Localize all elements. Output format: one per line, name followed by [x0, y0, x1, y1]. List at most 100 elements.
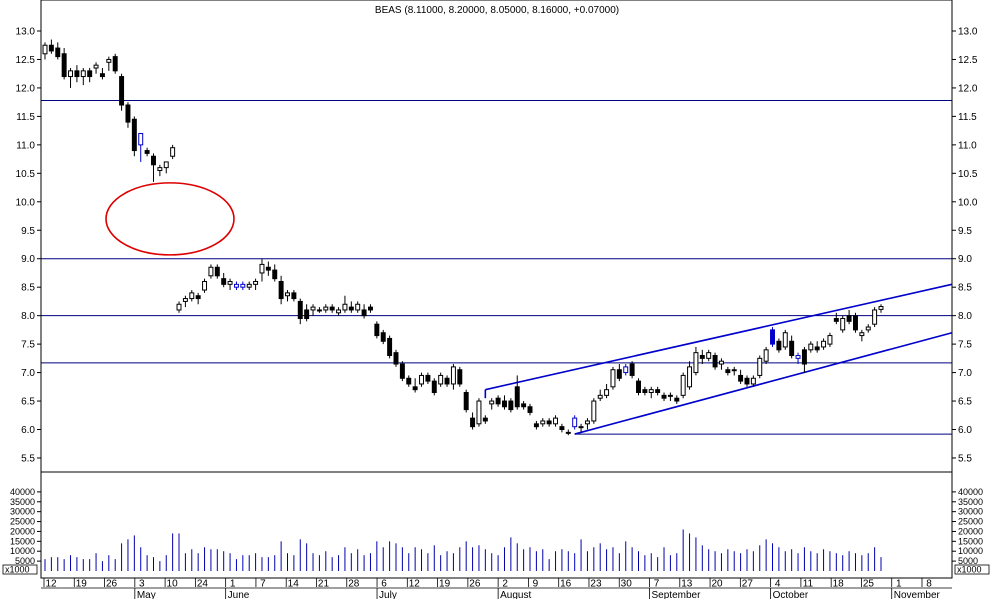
candle-body: [227, 280, 233, 285]
candle-body: [125, 104, 131, 123]
candle-body: [316, 309, 322, 312]
candle-body: [176, 303, 182, 311]
volume-tick-label-right: 10000: [958, 546, 983, 556]
candle-body: [131, 118, 137, 152]
candle-body: [712, 355, 718, 368]
volume-tick-label-left: 20000: [10, 526, 35, 536]
candle-body: [380, 332, 386, 342]
channel-lower-line: [574, 331, 953, 435]
candle-body: [514, 386, 520, 408]
price-tick-label-left: 12.0: [16, 83, 36, 94]
candle-body: [406, 377, 412, 385]
price-tick-label-left: 6.0: [21, 425, 35, 436]
price-tick-label-right: 9.5: [958, 226, 972, 237]
month-label: August: [500, 590, 531, 599]
candle-body: [750, 377, 756, 385]
date-tick-label: 7: [260, 579, 266, 590]
candle-body: [99, 73, 105, 78]
candle-body: [470, 417, 476, 428]
price-tick-label-right: 7.5: [958, 340, 972, 351]
volume-tick-label-right: 25000: [958, 517, 983, 527]
candle-body: [565, 431, 571, 434]
candle-body: [431, 380, 437, 394]
volume-tick-label-left: 5000: [15, 556, 35, 566]
date-tick-label: 26: [106, 579, 118, 590]
candle-body: [667, 394, 673, 397]
candle-body: [151, 155, 156, 166]
date-tick-label: 8: [926, 579, 932, 590]
candle-body: [476, 400, 482, 425]
candle-body: [87, 70, 93, 78]
candle-body: [852, 315, 858, 331]
chart-frame: [40, 0, 953, 579]
price-tick-label-right: 7.0: [958, 368, 972, 379]
candle-body: [157, 167, 163, 171]
date-tick-label: 13: [681, 579, 693, 590]
price-tick-label-right: 9.0: [958, 254, 972, 265]
candle-body: [265, 266, 271, 271]
candle-body: [310, 306, 316, 311]
candle-body: [808, 343, 814, 351]
candle-body: [770, 329, 775, 345]
date-tick-label: 12: [409, 579, 421, 590]
candle-body: [604, 389, 610, 396]
candle-body: [144, 150, 150, 154]
candle-body: [348, 306, 354, 311]
candle-body: [119, 76, 125, 106]
candle-body: [182, 298, 188, 302]
date-tick-label: 16: [560, 579, 572, 590]
candle-body: [425, 374, 431, 382]
date-tick-label: 18: [833, 579, 845, 590]
volume-multiplier-label: x1000: [5, 565, 30, 575]
candle-body: [559, 426, 565, 431]
volume-multiplier-box: [2, 564, 38, 575]
volume-tick-label-right: 20000: [958, 526, 983, 536]
volume-tick-label-left: 25000: [10, 517, 35, 527]
candle-body: [489, 400, 495, 405]
candle-body: [508, 400, 514, 411]
candle-body: [367, 306, 373, 311]
price-tick-label-right: 10.0: [958, 197, 978, 208]
candle-body: [878, 306, 884, 310]
candle-body: [495, 397, 501, 405]
candle-body: [253, 280, 259, 285]
candle-body: [189, 292, 195, 300]
candle-body: [304, 309, 310, 319]
candle-body: [629, 363, 635, 376]
candle-body: [336, 309, 342, 314]
price-tick-label-left: 13.0: [16, 27, 36, 38]
candle-body: [291, 292, 297, 300]
volume-multiplier-box: [954, 564, 990, 575]
candle-body: [731, 369, 737, 372]
candle-body: [674, 397, 680, 402]
candle-body: [578, 426, 584, 429]
price-tick-label-left: 11.0: [16, 140, 35, 151]
candle-body: [655, 389, 661, 394]
candle-body: [763, 349, 769, 362]
date-tick-label: 23: [590, 579, 602, 590]
candle-body: [355, 303, 361, 311]
price-tick-label-right: 12.5: [958, 55, 978, 66]
candle-body: [521, 403, 527, 408]
month-label: September: [652, 590, 702, 599]
candle-body: [463, 392, 469, 411]
candle-body: [553, 417, 559, 425]
candle-body: [112, 56, 118, 72]
date-tick-label: 2: [502, 579, 508, 590]
date-tick-label: 9: [533, 579, 539, 590]
price-tick-label-left: 10.5: [16, 169, 36, 180]
candle-body: [61, 53, 67, 78]
month-label: November: [894, 590, 941, 599]
candle-body: [361, 309, 367, 317]
volume-multiplier-label: x1000: [957, 565, 982, 575]
date-tick-label: 27: [742, 579, 754, 590]
candle-body: [572, 417, 578, 428]
date-tick-label: 28: [348, 579, 360, 590]
price-tick-label-left: 9.5: [21, 226, 35, 237]
date-tick-label: 14: [288, 579, 300, 590]
candle-body: [584, 420, 590, 425]
candle-body: [42, 44, 48, 55]
candle-body: [450, 366, 456, 385]
